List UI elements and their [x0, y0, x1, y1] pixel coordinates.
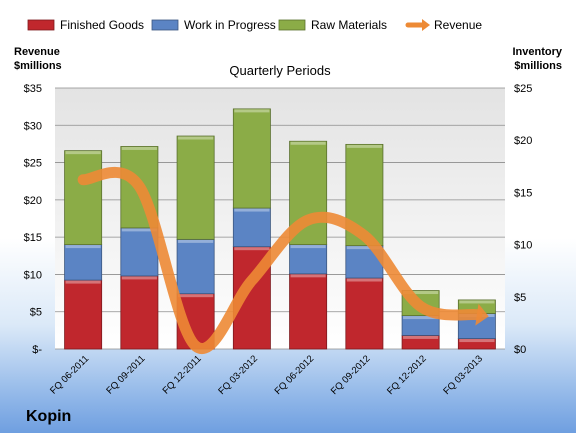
bar-raw-materials [232, 108, 271, 209]
x-tick-label: FQ 06-2011 [48, 353, 91, 396]
bar-highlight [65, 280, 101, 284]
left-tick-label: $20 [24, 195, 42, 207]
bar-highlight [290, 141, 326, 145]
left-tick-label: $25 [24, 158, 42, 170]
bar-highlight [178, 136, 214, 140]
legend-arrow-swatch [422, 19, 430, 31]
bar-highlight [403, 316, 439, 320]
bar-raw-materials [176, 135, 215, 240]
right-tick-label: $5 [514, 292, 526, 304]
left-tick-label: $10 [24, 269, 42, 281]
bar-highlight [65, 245, 101, 249]
right-axis-label-line-1: Inventory [512, 46, 562, 58]
bar-finished-goods [457, 338, 496, 350]
left-axis-label-line-2: $millions [14, 60, 62, 72]
legend-item: Revenue [405, 18, 482, 32]
bar-highlight [234, 247, 270, 251]
bar-highlight [234, 109, 270, 113]
bar-highlight [121, 146, 157, 150]
bar-work-in-progress [345, 245, 384, 279]
legend-swatch [278, 19, 306, 31]
left-tick-label: $35 [24, 83, 42, 95]
bar-highlight [65, 151, 101, 155]
bar-finished-goods [120, 275, 159, 350]
bar-segment [64, 244, 103, 281]
left-tick-label: $30 [24, 120, 42, 132]
x-tick-label: FQ 09-2011 [104, 353, 147, 396]
bar-highlight [121, 228, 157, 232]
bar-segment [120, 275, 159, 350]
bar-segment [289, 244, 328, 275]
right-tick-label: $15 [514, 187, 532, 199]
x-tick-label: FQ 03-2012 [216, 353, 260, 397]
legend-label: Revenue [434, 18, 482, 32]
bar-finished-goods [64, 279, 103, 350]
bars-group [64, 108, 496, 350]
bar-highlight [346, 278, 382, 282]
bar-highlight [178, 294, 214, 298]
legend-label: Work in Progress [184, 18, 276, 32]
legend-item: Raw Materials [278, 18, 387, 32]
bar-raw-materials [64, 150, 103, 245]
legend-item: Finished Goods [27, 18, 144, 32]
right-tick-label: $0 [514, 344, 526, 356]
bar-highlight [234, 208, 270, 212]
x-tick-label: FQ 09-2012 [329, 353, 373, 397]
right-tick-label: $25 [514, 83, 532, 95]
bar-highlight [290, 245, 326, 249]
bar-finished-goods [289, 273, 328, 350]
bar-highlight [403, 335, 439, 339]
bar-highlight [403, 291, 439, 295]
revenue-line [77, 167, 483, 354]
left-tick-label: $15 [24, 232, 42, 244]
bar-highlight [346, 144, 382, 148]
bar-work-in-progress [176, 238, 215, 295]
right-axis-label-line-2: $millions [514, 60, 562, 72]
right-tick-labels: $0 $5 $10 $15 $20 $25 [514, 83, 532, 356]
bar-work-in-progress [289, 244, 328, 275]
bar-work-in-progress [64, 244, 103, 281]
x-tick-label: FQ 12-2011 [161, 353, 204, 396]
legend-swatch [27, 19, 55, 31]
legend-label: Raw Materials [311, 18, 387, 32]
bar-segment [232, 108, 271, 209]
bar-segment [289, 273, 328, 350]
bar-finished-goods [345, 277, 384, 350]
left-tick-label: $5 [30, 307, 42, 319]
bar-segment [232, 207, 271, 248]
left-tick-labels: $- $5 $10 $15 $20 $25 $30 $35 [24, 83, 43, 356]
x-tick-labels: FQ 06-2011 FQ 09-2011 FQ 12-2011 FQ 03-2012… [48, 353, 485, 397]
revenue-group [77, 167, 489, 354]
x-tick-label: FQ 12-2012 [385, 353, 429, 397]
bar-highlight [459, 339, 495, 343]
bar-finished-goods [401, 335, 440, 350]
bar-highlight [121, 276, 157, 280]
legend-item: Work in Progress [151, 18, 276, 32]
bar-work-in-progress [401, 315, 440, 336]
right-tick-label: $20 [514, 135, 532, 147]
bar-segment [345, 277, 384, 350]
bar-segment [176, 238, 215, 295]
bar-highlight [178, 239, 214, 243]
revenue-arrowhead [475, 303, 489, 326]
legend-swatch [151, 19, 179, 31]
x-tick-label: FQ 06-2012 [273, 353, 317, 397]
bar-highlight [459, 300, 495, 304]
bar-work-in-progress [232, 207, 271, 248]
right-tick-label: $10 [514, 240, 532, 252]
bar-highlight [346, 246, 382, 250]
bar-segment [64, 150, 103, 245]
legend-label: Finished Goods [60, 18, 144, 32]
chart-title: Quarterly Periods [229, 63, 331, 78]
company-name: Kopin [26, 408, 71, 425]
bar-highlight [290, 274, 326, 278]
left-tick-label: $- [32, 344, 42, 356]
left-axis-label-line-1: Revenue [14, 46, 60, 58]
bar-segment [176, 135, 215, 240]
x-tick-label: FQ 03-2013 [441, 353, 485, 397]
legend: Finished Goods Work in Progress Raw Materi… [27, 18, 482, 32]
bar-segment [64, 279, 103, 350]
